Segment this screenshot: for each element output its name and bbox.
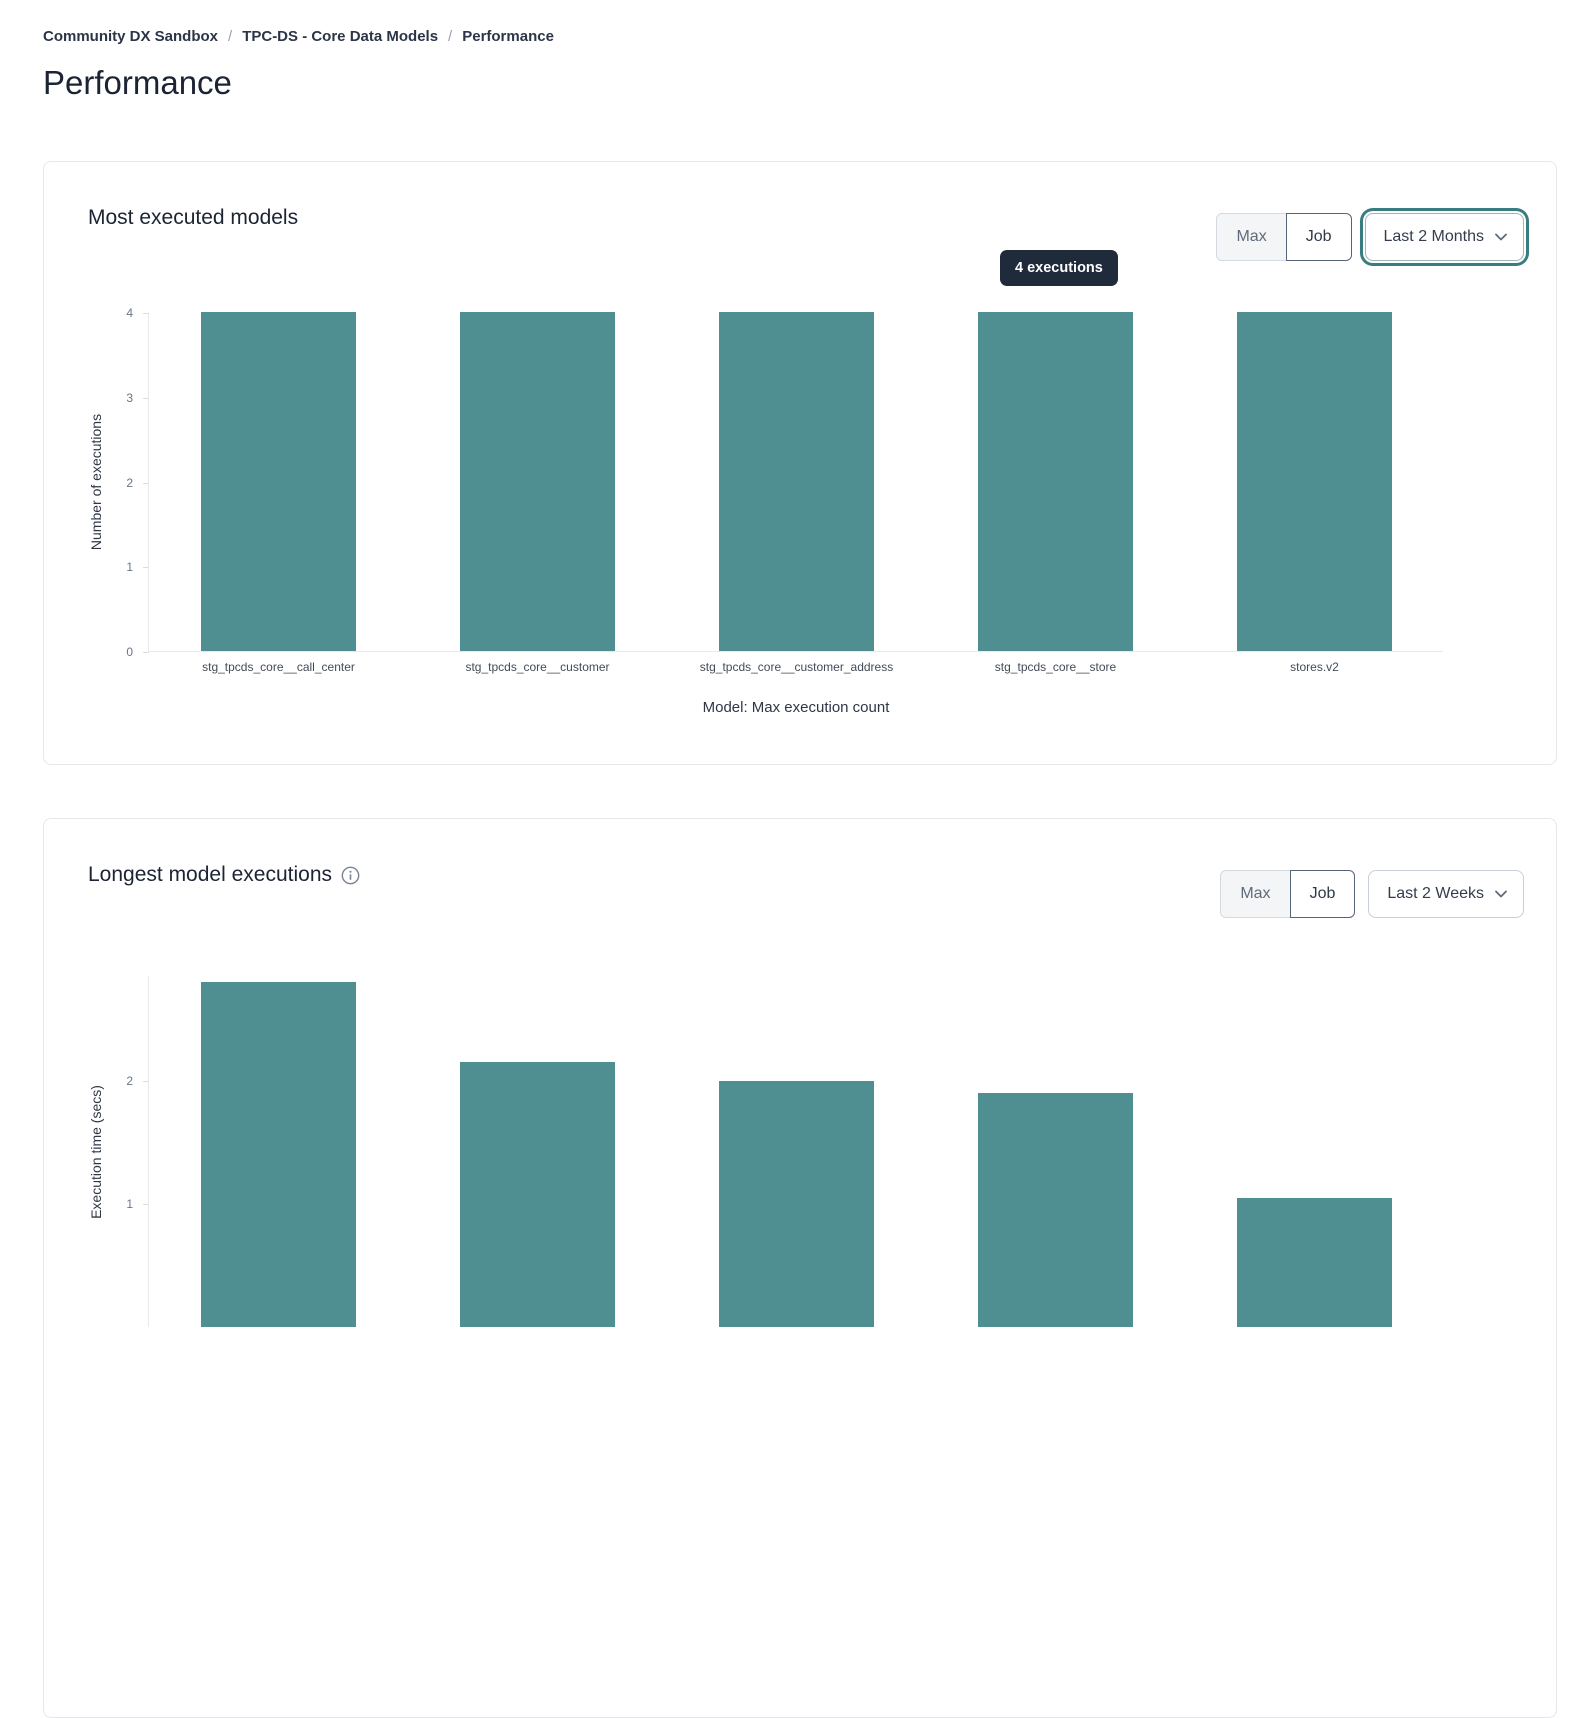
breadcrumb-project[interactable]: TPC-DS - Core Data Models	[242, 28, 439, 45]
y-axis-tick-mark	[143, 397, 149, 399]
x-axis-title: Model: Max execution count	[702, 699, 890, 716]
y-axis-tick-label: 2	[126, 1073, 133, 1088]
breadcrumb: Community DX Sandbox / TPC-DS - Core Dat…	[43, 28, 554, 45]
chart-bar[interactable]	[718, 1080, 875, 1327]
y-axis-tick-label: 2	[126, 475, 133, 490]
y-axis-label: Number of executions	[88, 413, 104, 551]
chart-bar[interactable]	[718, 312, 875, 651]
card-title-most-executed: Most executed models	[88, 206, 298, 230]
most-executed-models-card: Most executed models Max Job Last 2 Mont…	[43, 161, 1557, 765]
y-axis-tick-label: 1	[126, 1196, 133, 1211]
y-axis-tick-mark	[143, 1203, 149, 1205]
info-icon[interactable]	[341, 866, 360, 885]
time-range-dropdown[interactable]: Last 2 Weeks	[1368, 870, 1524, 918]
y-axis-tick-mark	[143, 652, 149, 653]
chart-bar[interactable]	[977, 312, 1134, 651]
breadcrumb-separator: /	[448, 28, 453, 45]
chart-bar[interactable]	[459, 312, 616, 651]
page-title: Performance	[43, 64, 232, 101]
breadcrumb-account[interactable]: Community DX Sandbox	[43, 28, 219, 45]
y-axis-tick-label: 4	[126, 306, 133, 320]
x-axis-category-label: stg_tpcds_core__call_center	[202, 660, 355, 674]
chart-tooltip: 4 executions	[1000, 250, 1118, 286]
max-job-toggle: Max Job	[1216, 213, 1352, 261]
longest-model-executions-card: Longest model executions Max Job Last 2 …	[43, 818, 1557, 1718]
x-axis-category-label: stg_tpcds_core__store	[994, 660, 1117, 674]
y-axis-tick-label: 3	[126, 390, 133, 405]
chart-controls: Max Job Last 2 Weeks	[1220, 870, 1524, 918]
y-axis-tick-mark	[143, 313, 149, 314]
toggle-option-max[interactable]: Max	[1216, 213, 1287, 261]
chart-bar[interactable]	[459, 1062, 616, 1327]
breadcrumb-current-page: Performance	[462, 28, 554, 45]
card-title-longest-executions: Longest model executions	[88, 863, 360, 887]
time-range-value: Last 2 Weeks	[1387, 885, 1484, 902]
card-title-text: Longest model executions	[88, 863, 332, 886]
most-executed-models-chart: 0 1 2 3 4 stg_tpcds_core__call_center stg_tpcd…	[126, 306, 1443, 716]
y-axis-tick-mark	[143, 482, 149, 484]
x-axis-category-label: stg_tpcds_core__customer_address	[699, 660, 894, 674]
chevron-down-icon	[1495, 890, 1507, 898]
toggle-option-job[interactable]: Job	[1285, 213, 1352, 261]
y-axis-label: Execution time (secs)	[88, 1085, 104, 1219]
card-title-text: Most executed models	[88, 206, 299, 229]
chart-bar[interactable]	[1236, 312, 1393, 651]
chart-bar[interactable]	[200, 982, 357, 1327]
x-axis-category-label: stores.v2	[1290, 660, 1339, 674]
chevron-down-icon	[1495, 233, 1507, 241]
time-range-dropdown[interactable]: Last 2 Months	[1364, 213, 1524, 261]
chart-bar[interactable]	[1236, 1197, 1393, 1327]
y-axis-tick-mark	[143, 567, 149, 569]
chart-bar[interactable]	[200, 312, 357, 651]
x-axis-category-label: stg_tpcds_core__customer	[465, 660, 610, 674]
y-axis-tick-label: 1	[126, 560, 133, 575]
max-job-toggle: Max Job	[1220, 870, 1356, 918]
chart-bar[interactable]	[977, 1093, 1134, 1327]
chart-controls: Max Job Last 2 Months	[1216, 213, 1524, 261]
breadcrumb-separator: /	[228, 28, 233, 45]
toggle-option-job[interactable]: Job	[1289, 870, 1356, 918]
toggle-option-max[interactable]: Max	[1220, 870, 1291, 918]
y-axis-tick-label: 0	[126, 645, 133, 659]
time-range-value: Last 2 Months	[1383, 228, 1485, 245]
y-axis-tick-mark	[143, 1080, 149, 1082]
